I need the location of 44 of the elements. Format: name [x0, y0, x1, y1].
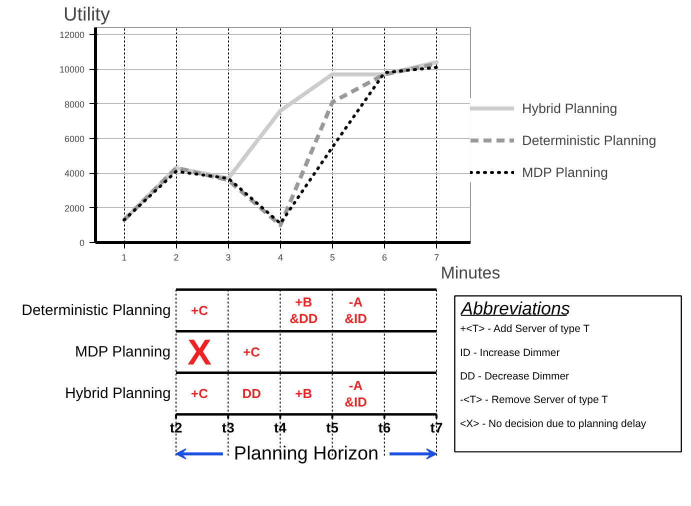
- category-label: Deterministic Planning: [22, 302, 171, 319]
- y-tick-label: 6000: [64, 134, 85, 144]
- text: X: [187, 332, 212, 373]
- legend-label: Hybrid Planning: [522, 100, 618, 116]
- category-label: t7: [430, 419, 443, 436]
- x-tick-label: 5: [330, 252, 335, 262]
- y-tick-label: 12000: [59, 30, 85, 40]
- text: +B &DD: [290, 294, 318, 326]
- legend-label: Deterministic Planning: [522, 132, 656, 148]
- text: Abbreviations: [460, 298, 570, 318]
- text: DD: [242, 386, 261, 402]
- y-tick-label: 4000: [64, 168, 85, 179]
- text: DD - Decrease Dimmer: [460, 370, 570, 383]
- category-label: t6: [378, 419, 391, 436]
- category-label: t3: [222, 419, 235, 436]
- category-label: t4: [274, 419, 287, 436]
- y-tick-label: 0: [79, 238, 85, 248]
- text: Planning Horizon: [234, 443, 379, 464]
- category-label: t2: [170, 419, 182, 436]
- x-tick-label: 4: [278, 252, 283, 262]
- text: ID - Increase Dimmer: [460, 346, 560, 359]
- text: +C: [191, 302, 208, 318]
- text: <X> - No decision due to planning delay: [460, 418, 647, 430]
- text: -A &ID: [344, 294, 367, 326]
- y-tick-label: 10000: [59, 64, 85, 75]
- x-axis-title: Minutes: [440, 264, 500, 282]
- x-tick-label: 7: [434, 252, 440, 262]
- x-tick-label: 1: [122, 252, 127, 262]
- text: +<T> - Add Server of type T: [460, 323, 590, 336]
- text: +C: [243, 344, 260, 360]
- x-tick-label: 6: [382, 252, 388, 262]
- text: -<T> - Remove Server of type T: [460, 394, 609, 406]
- x-tick-label: 3: [226, 252, 231, 262]
- text: +C: [191, 386, 208, 402]
- legend-label: MDP Planning: [522, 164, 608, 180]
- y-axis-title: Utility: [64, 4, 110, 26]
- y-tick-label: 2000: [64, 203, 85, 214]
- text: +B: [295, 386, 312, 402]
- y-tick-label: 8000: [64, 99, 85, 110]
- x-tick-label: 2: [174, 252, 179, 262]
- category-label: Hybrid Planning: [64, 385, 171, 402]
- category-label: MDP Planning: [74, 344, 171, 361]
- text: -A &ID: [344, 378, 367, 410]
- category-label: t5: [326, 419, 339, 436]
